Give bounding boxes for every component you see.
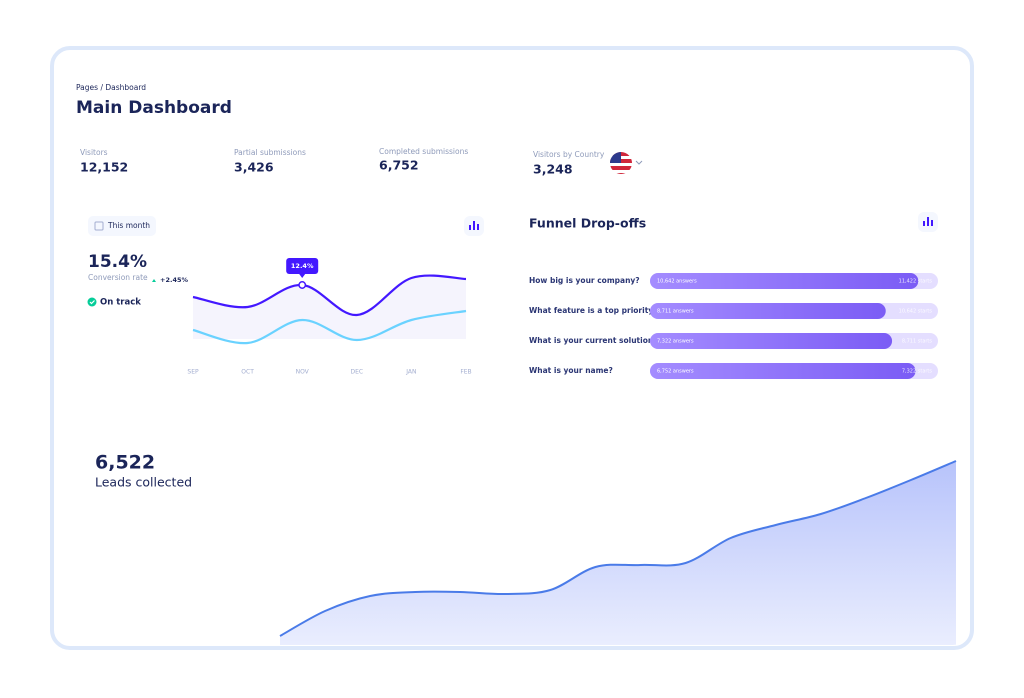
line-shade [193,275,466,339]
funnel-starts-label: 11,422 starts [899,279,933,285]
card [50,46,974,650]
leads-value: 6,522 [95,452,155,474]
funnel-question: What feature is a top priority [529,306,653,315]
page-title: Main Dashboard [76,98,232,118]
x-tick-label: FEB [460,369,471,376]
country-select[interactable] [610,152,643,174]
funnel-starts-label: 7,322 starts [902,369,933,375]
stat-label: Partial submissions [234,148,306,157]
stat-label: Visitors by Country [533,150,605,159]
point-marker [298,281,307,289]
line [192,309,467,345]
x-tick-label: DEC [350,369,363,376]
x-tick-label: OCT [241,369,254,376]
funnel-question: What is your name? [529,366,613,375]
funnel-bar [650,363,916,379]
up-caret [152,279,156,282]
funnel-question: What is your current solution? [529,336,658,345]
x-tick-label: NOV [296,369,310,376]
leads-chart [279,460,957,645]
tooltip [286,258,319,274]
x-tick-label: SEP [187,369,199,376]
funnel-question: How big is your company? [529,276,640,285]
conversion-chart: SEP OCT NOV DEC JAN FEB 12.4% [187,258,472,376]
status-icon [87,297,97,307]
funnel: How big is your company? 10,642 answers 11… [529,273,938,379]
conversion-rate-label: Conversion rate [88,273,148,282]
status-check [89,300,95,305]
tooltip-label: 12.4% [291,262,314,270]
funnel-title: Funnel Drop-offs [529,216,646,231]
leads-label: Leads collected [95,475,192,490]
area-fill [280,461,956,645]
status: On track [100,298,141,308]
breadcrumb[interactable]: Pages / Dashboard [76,83,146,92]
area-line [279,460,957,637]
chart-button[interactable] [464,216,484,236]
stat-value: 3,426 [234,160,274,175]
funnel-bar [650,303,886,319]
funnel-starts-label: 8,711 starts [902,339,933,345]
stat-value: 3,248 [533,162,573,177]
funnel-answers-label: 6,752 answers [657,369,694,375]
period-button[interactable]: This month [88,216,156,236]
funnel-bar [650,333,893,349]
tooltip-pointer [299,274,306,278]
stat-label: Completed submissions [379,147,468,156]
chart-button[interactable] [918,212,938,232]
conversion-rate: 15.4% [88,252,147,272]
funnel-answers-label: 10,642 answers [657,279,697,285]
stat-value: 6,752 [379,158,419,173]
conversion-change: +2.45% [160,276,188,284]
stat-value: 12,152 [80,160,128,175]
x-tick-label: JAN [405,369,416,376]
funnel-starts-label: 10,642 starts [899,309,933,315]
funnel-answers-label: 7,322 answers [657,339,694,345]
stat-label: Visitors [80,148,108,157]
funnel-bar [650,273,919,289]
period-label: This month [107,221,150,230]
line [192,274,467,317]
funnel-answers-label: 8,711 answers [657,309,694,315]
